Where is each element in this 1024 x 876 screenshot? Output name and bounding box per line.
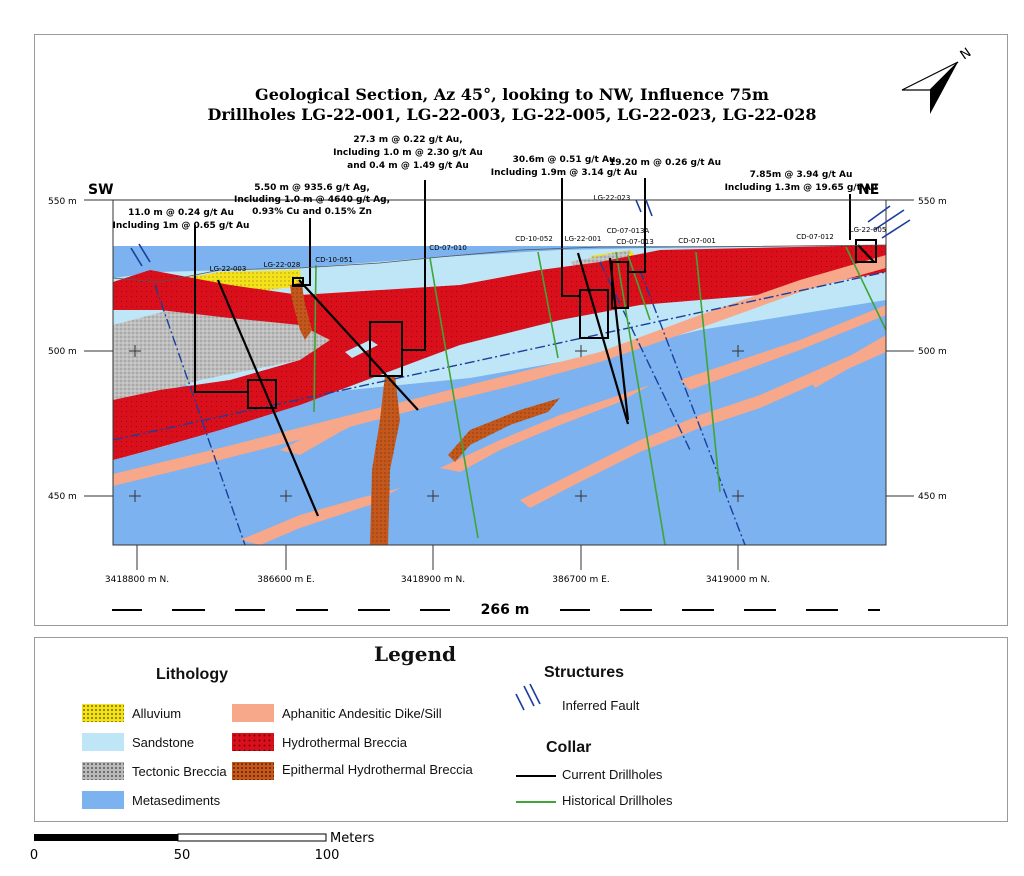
annotation-text: 5.50 m @ 935.6 g/t Ag, xyxy=(254,183,370,193)
annotation-text: Including 1.0 m @ 4640 g/t Ag, xyxy=(234,195,390,205)
inferred-fault-lines xyxy=(112,261,887,546)
legend-label: Inferred Fault xyxy=(562,698,640,713)
elevation-label: 500 m xyxy=(918,347,947,357)
coordinate-label: 3419000 m N. xyxy=(706,575,770,585)
historical-drillhole-swatch xyxy=(516,801,556,803)
section-body xyxy=(112,178,887,546)
hydrothermal-breccia-swatch xyxy=(232,733,274,751)
historical-drillholes xyxy=(313,246,887,546)
legend-label: Aphanitic Andesitic Dike/Sill xyxy=(282,706,442,721)
elevation-label: 550 m xyxy=(918,197,947,207)
coordinate-label: 3418900 m N. xyxy=(401,575,465,585)
drillhole-label: CD-07-013 xyxy=(616,238,654,246)
epithermal-breccia-unit xyxy=(290,282,560,545)
sandstone-swatch xyxy=(82,733,124,751)
section-title-line2: Drillholes LG-22-001, LG-22-003, LG-22-0… xyxy=(207,105,816,124)
legend-label: Hydrothermal Breccia xyxy=(282,735,407,750)
coordinate-axis: 3418800 m N. 386600 m E. 3418900 m N. 38… xyxy=(105,545,770,585)
legend-title: Legend xyxy=(374,642,457,666)
drillhole-label: CD-07-010 xyxy=(429,244,467,252)
topography-line xyxy=(112,244,887,283)
section-border xyxy=(112,199,887,546)
annotation-text: Including 1.9m @ 3.14 g/t Au xyxy=(491,168,638,178)
legend-frame xyxy=(34,637,1008,822)
drillhole-label: CD-07-001 xyxy=(678,237,716,245)
assay-annotations: 11.0 m @ 0.24 g/t Au Including 1m @ 0.65… xyxy=(113,135,878,231)
drillhole-label: LG-22-005 xyxy=(850,226,887,234)
drillhole-label: CD-10-052 xyxy=(515,235,553,243)
annotation-text: Including 1.0 m @ 2.30 g/t Au xyxy=(333,148,483,158)
geological-section: Geological Section, Az 45°, looking to N… xyxy=(48,45,975,618)
tectonic-breccia-swatch xyxy=(82,762,124,780)
structures-title: Structures xyxy=(544,664,625,681)
annotation-text: 30.6m @ 0.51 g/t Au xyxy=(513,155,616,165)
sw-label: SW xyxy=(88,182,114,198)
fault-legend-icon xyxy=(515,683,541,711)
annotation-text: 11.0 m @ 0.24 g/t Au xyxy=(128,208,234,218)
annotation-text: 0.93% Cu and 0.15% Zn xyxy=(252,207,372,217)
elevation-label: 450 m xyxy=(918,492,947,502)
drillhole-label: CD-07-013A xyxy=(607,227,650,235)
alluvium-swatch xyxy=(82,704,124,722)
legend-label: Tectonic Breccia xyxy=(132,764,227,779)
metasediments-swatch xyxy=(82,791,124,809)
drillhole-label: LG-22-003 xyxy=(210,265,247,273)
scale-unit: Meters xyxy=(330,831,375,846)
intercept-callouts xyxy=(194,178,877,409)
elevation-label: 500 m xyxy=(48,347,77,357)
lithology-title: Lithology xyxy=(156,666,228,683)
scale-bar: Meters 0 50 100 xyxy=(30,831,375,863)
collar-title: Collar xyxy=(546,739,592,756)
dike-sill-unit xyxy=(113,255,886,545)
drillhole-label: CD-10-051 xyxy=(315,256,353,264)
coordinate-label: 3418800 m N. xyxy=(105,575,169,585)
annotation-text: 19.20 m @ 0.26 g/t Au xyxy=(609,158,721,168)
annotation-text: 7.85m @ 3.94 g/t Au xyxy=(750,170,853,180)
grid-crosses xyxy=(129,345,744,502)
coordinate-label: 386700 m E. xyxy=(552,575,609,585)
distance-label: 266 m xyxy=(481,602,530,618)
drillhole-label: LG-22-023 xyxy=(594,194,631,202)
legend-label: Metasediments xyxy=(132,793,221,808)
current-drillhole-swatch xyxy=(516,775,556,777)
north-arrow-icon: N xyxy=(901,45,975,114)
scale-tick: 0 xyxy=(30,848,38,863)
legend-label: Sandstone xyxy=(132,735,195,750)
scale-tick: 100 xyxy=(315,848,340,863)
legend-label: Historical Drillholes xyxy=(562,793,673,808)
elevation-axis-left: 550 m 500 m 450 m xyxy=(48,197,113,502)
annotation-text: and 0.4 m @ 1.49 g/t Au xyxy=(347,161,469,171)
section-title-line1: Geological Section, Az 45°, looking to N… xyxy=(255,85,769,104)
epithermal-breccia-swatch xyxy=(232,762,274,780)
legend-label: Alluvium xyxy=(132,706,182,721)
hydrothermal-breccia-unit xyxy=(113,245,886,460)
dike-sill-swatch xyxy=(232,704,274,722)
fault-arrow-icon xyxy=(130,199,911,267)
elevation-label: 450 m xyxy=(48,492,77,502)
ne-label: NE xyxy=(858,182,879,198)
annotation-text: Including 1m @ 0.65 g/t Au xyxy=(113,221,250,231)
legend-label: Current Drillholes xyxy=(562,767,663,782)
coordinate-label: 386600 m E. xyxy=(257,575,314,585)
scale-tick: 50 xyxy=(174,848,191,863)
annotation-text: Including 1.3m @ 19.65 g/t Au xyxy=(725,183,878,193)
drillhole-label: LG-22-001 xyxy=(565,235,602,243)
drillhole-label: CD-07-012 xyxy=(796,233,834,241)
annotation-text: 27.3 m @ 0.22 g/t Au, xyxy=(353,135,462,145)
drillhole-labels: LG-22-003 LG-22-028 CD-10-051 CD-07-010 … xyxy=(210,194,887,273)
legend-label: Epithermal Hydrothermal Breccia xyxy=(282,762,473,777)
elevation-axis-right: 550 m 500 m 450 m xyxy=(886,197,947,502)
drillhole-label: LG-22-028 xyxy=(264,261,301,269)
north-label: N xyxy=(958,45,975,63)
elevation-label: 550 m xyxy=(48,197,77,207)
